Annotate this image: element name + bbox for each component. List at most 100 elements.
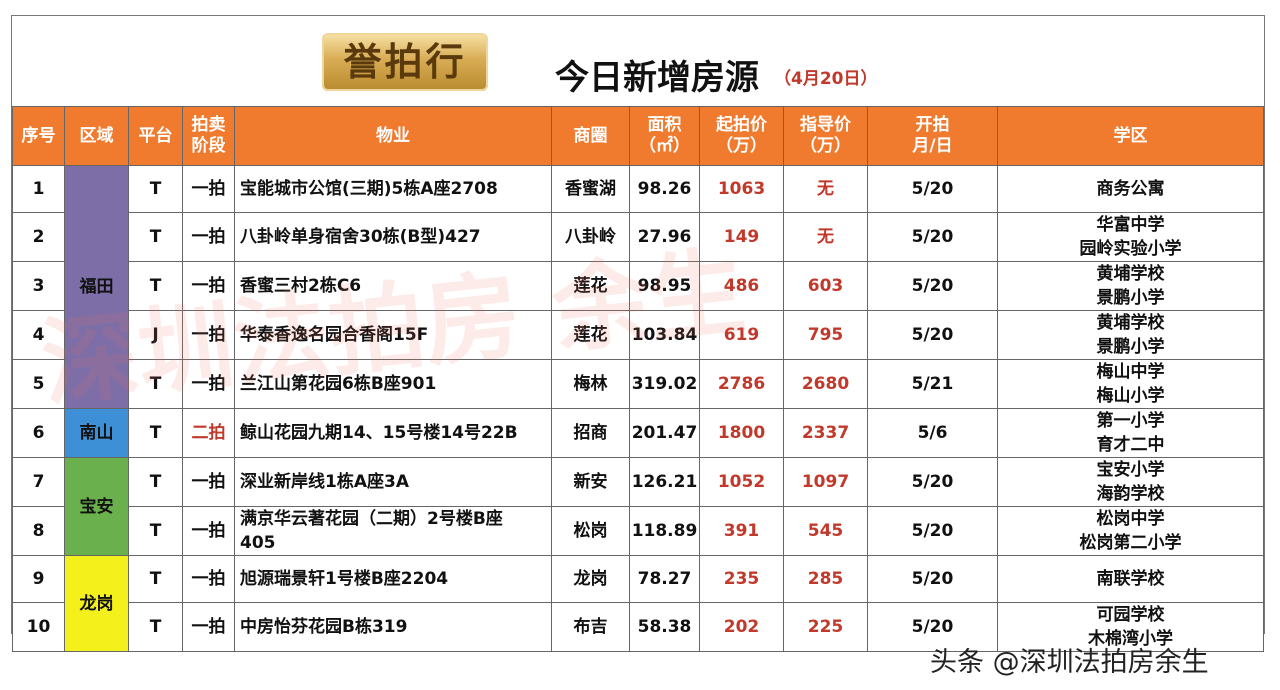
cell-stage: 一拍 bbox=[182, 602, 235, 652]
cell-auction-date: 5/20 bbox=[867, 506, 998, 556]
district-cell-futian: 福田 bbox=[64, 165, 129, 409]
cell-business-area: 新安 bbox=[551, 457, 630, 507]
cell-business-area: 招商 bbox=[551, 408, 630, 458]
cell-property: 宝能城市公馆(三期)5栋A座2708 bbox=[234, 165, 552, 213]
cell-school: 黄埔学校 景鹏小学 bbox=[997, 310, 1264, 360]
cell-auction-date: 5/20 bbox=[867, 555, 998, 603]
cell-property: 兰江山第花园6栋B座901 bbox=[234, 359, 552, 409]
district-cell-longgang: 龙岗 bbox=[64, 555, 129, 652]
cell-start-price: 1800 bbox=[699, 408, 784, 458]
header bbox=[12, 16, 1264, 106]
cell-property: 满京华云著花园（二期）2号楼B座 405 bbox=[234, 506, 552, 556]
table-row: 1 福田 T 一拍 宝能城市公馆(三期)5栋A座2708 香蜜湖 98.26 1… bbox=[12, 165, 1264, 409]
cell-property: 旭源瑞景轩1号楼B座2204 bbox=[234, 555, 552, 603]
cell-guide-price: 225 bbox=[783, 602, 868, 652]
cell-guide-price: 无 bbox=[783, 165, 868, 213]
cell-guide-price: 285 bbox=[783, 555, 868, 603]
cell-property: 鲸山花园九期14、15号楼14号22B bbox=[234, 408, 552, 458]
cell-school: 梅山中学 梅山小学 bbox=[997, 359, 1264, 409]
cell-floor-area: 118.89 bbox=[629, 506, 700, 556]
cell-business-area: 八卦岭 bbox=[551, 212, 630, 262]
cell-school: 华富中学 园岭实验小学 bbox=[997, 212, 1264, 262]
cell-guide-price: 795 bbox=[783, 310, 868, 360]
cell-business-area: 梅林 bbox=[551, 359, 630, 409]
cell-no: 7 bbox=[12, 457, 65, 507]
cell-business-area: 布吉 bbox=[551, 602, 630, 652]
footer-attribution: 头条 @深圳法拍房余生 bbox=[930, 647, 1209, 678]
cell-platform: T bbox=[128, 359, 183, 409]
cell-property: 中房怡芬花园B栋319 bbox=[234, 602, 552, 652]
cell-stage: 一拍 bbox=[182, 506, 235, 556]
cell-business-area: 莲花 bbox=[551, 310, 630, 360]
cell-property: 深业新岸线1栋A座3A bbox=[234, 457, 552, 507]
cell-business-area: 松岗 bbox=[551, 506, 630, 556]
col-header-school-district: 学区 bbox=[997, 106, 1264, 166]
cell-property: 华泰香逸名园合香阁15F bbox=[234, 310, 552, 360]
cell-business-area: 香蜜湖 bbox=[551, 165, 630, 213]
cell-start-price: 1063 bbox=[699, 165, 784, 213]
table-row: 6 南山 T 二拍 鲸山花园九期14、15号楼14号22B 招商 201.47 … bbox=[12, 408, 1264, 458]
cell-no: 5 bbox=[12, 359, 65, 409]
cell-guide-price: 1097 bbox=[783, 457, 868, 507]
cell-guide-price: 2680 bbox=[783, 359, 868, 409]
cell-floor-area: 78.27 bbox=[629, 555, 700, 603]
cell-school: 黄埔学校 景鹏小学 bbox=[997, 261, 1264, 311]
cell-school: 商务公寓 bbox=[997, 165, 1264, 213]
cell-start-price: 619 bbox=[699, 310, 784, 360]
cell-platform: T bbox=[128, 261, 183, 311]
table-row: 5 T 一拍 兰江山第花园6栋B座901 梅林 319.02 2786 2680… bbox=[12, 359, 1264, 409]
cell-no: 6 bbox=[12, 408, 65, 458]
cell-platform: T bbox=[128, 555, 183, 603]
table-row: 7 宝安 T 一拍 深业新岸线1栋A座3A 新安 126.21 1052 109… bbox=[12, 457, 1264, 556]
col-header-property: 物业 bbox=[234, 106, 552, 166]
cell-business-area: 莲花 bbox=[551, 261, 630, 311]
cell-platform: T bbox=[128, 408, 183, 458]
cell-guide-price: 2337 bbox=[783, 408, 868, 458]
cell-auction-date: 5/20 bbox=[867, 310, 998, 360]
cell-stage: 一拍 bbox=[182, 212, 235, 262]
cell-auction-date: 5/20 bbox=[867, 165, 998, 213]
cell-floor-area: 27.96 bbox=[629, 212, 700, 262]
cell-start-price: 235 bbox=[699, 555, 784, 603]
cell-school: 宝安小学 海韵学校 bbox=[997, 457, 1264, 507]
cell-no: 4 bbox=[12, 310, 65, 360]
cell-stage: 一拍 bbox=[182, 457, 235, 507]
page-title: 今日新增房源 bbox=[555, 58, 759, 98]
cell-start-price: 1052 bbox=[699, 457, 784, 507]
cell-stage: 一拍 bbox=[182, 165, 235, 213]
district-cell-baoan: 宝安 bbox=[64, 457, 129, 556]
col-header-no: 序号 bbox=[12, 106, 65, 166]
brand-logo-text: 誉拍行 bbox=[343, 40, 467, 84]
cell-no: 9 bbox=[12, 555, 65, 603]
table-row: 10 T 一拍 中房怡芬花园B栋319 布吉 58.38 202 225 5/2… bbox=[12, 602, 1264, 652]
cell-platform: T bbox=[128, 602, 183, 652]
cell-floor-area: 98.95 bbox=[629, 261, 700, 311]
cell-auction-date: 5/20 bbox=[867, 602, 998, 652]
cell-start-price: 391 bbox=[699, 506, 784, 556]
table-row: 3 T 一拍 香蜜三村2栋C6 莲花 98.95 486 603 5/20 黄埔… bbox=[12, 261, 1264, 311]
cell-floor-area: 98.26 bbox=[629, 165, 700, 213]
cell-auction-date: 5/20 bbox=[867, 212, 998, 262]
page-subtitle-date: （4月20日） bbox=[774, 69, 878, 89]
cell-stage: 一拍 bbox=[182, 555, 235, 603]
table-row: 8 T 一拍 满京华云著花园（二期）2号楼B座 405 松岗 118.89 391… bbox=[12, 506, 1264, 556]
cell-guide-price: 603 bbox=[783, 261, 868, 311]
cell-start-price: 149 bbox=[699, 212, 784, 262]
cell-floor-area: 58.38 bbox=[629, 602, 700, 652]
cell-guide-price: 无 bbox=[783, 212, 868, 262]
cell-floor-area: 103.84 bbox=[629, 310, 700, 360]
col-header-guide-price: 指导价 （万） bbox=[783, 106, 868, 166]
cell-platform: T bbox=[128, 212, 183, 262]
cell-property: 八卦岭单身宿舍30栋(B型)427 bbox=[234, 212, 552, 262]
cell-school: 松岗中学 松岗第二小学 bbox=[997, 506, 1264, 556]
cell-start-price: 2786 bbox=[699, 359, 784, 409]
cell-no: 8 bbox=[12, 506, 65, 556]
col-header-platform: 平台 bbox=[128, 106, 183, 166]
cell-platform: J bbox=[128, 310, 183, 360]
cell-auction-date: 5/20 bbox=[867, 457, 998, 507]
table-header-row: 序号 区域 平台 拍卖 阶段 物业 商圈 面积 （㎡） 起拍价 （万） 指导价 （万） … bbox=[12, 106, 1264, 166]
table-row: 2 T 一拍 八卦岭单身宿舍30栋(B型)427 八卦岭 27.96 149 无… bbox=[12, 212, 1264, 262]
cell-no: 1 bbox=[12, 165, 65, 213]
cell-no: 10 bbox=[12, 602, 65, 652]
cell-stage: 一拍 bbox=[182, 359, 235, 409]
